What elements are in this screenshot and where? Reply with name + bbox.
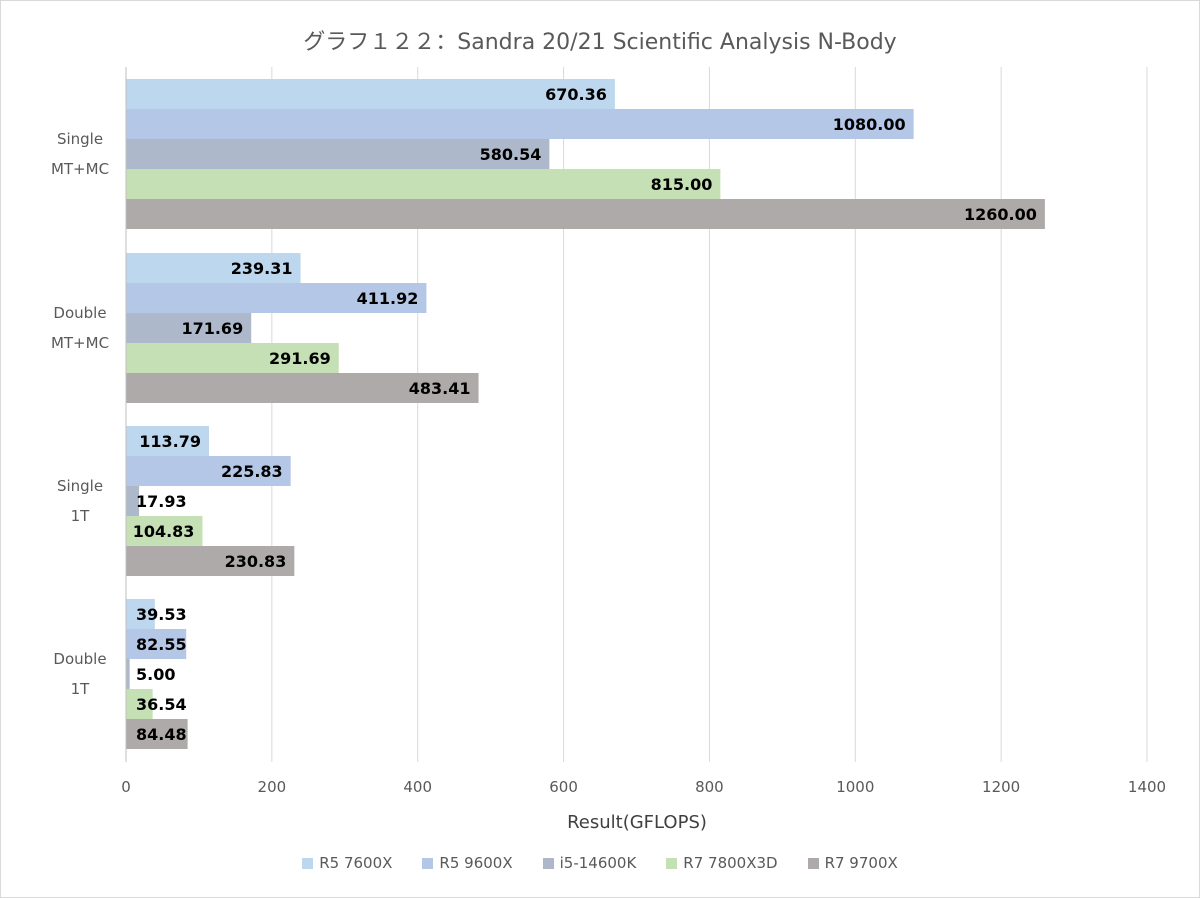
data-label: 39.53 [136,605,187,624]
category-label: Double 1T [53,650,106,698]
x-tick-label: 600 [549,778,578,796]
bar [126,169,721,199]
legend-swatch [666,857,678,869]
data-label: 291.69 [269,349,331,368]
data-label: 82.55 [136,635,187,654]
bar [126,599,155,629]
data-label: 580.54 [480,145,542,164]
x-tick-label: 1400 [1128,778,1166,796]
bar [126,659,130,689]
data-label: 17.93 [136,492,187,511]
data-label: 36.54 [136,695,187,714]
bar [126,343,339,373]
data-label: 5.00 [136,665,175,684]
bar [126,313,252,343]
legend-item: R5 9600X [422,854,513,872]
bar [126,109,914,139]
bar [126,689,153,719]
legend-item: R7 9700X [807,854,898,872]
bar [126,283,427,313]
data-label: 225.83 [221,462,283,481]
x-tick-label: 800 [695,778,724,796]
data-label: 113.79 [139,432,201,451]
legend-label: R5 9600X [439,854,513,872]
bar [126,426,209,456]
data-label: 483.41 [409,379,471,398]
legend-label: i5-14600K [559,854,637,872]
x-tick-label: 200 [258,778,287,796]
legend-item: R7 7800X3D [666,854,778,872]
bar [126,373,479,403]
chart-title: グラフ１２２：Sandra 20/21 Scientific Analysis … [303,30,897,55]
bar [126,629,187,659]
bar [126,253,301,283]
data-label: 84.48 [136,725,187,744]
x-tick-label: 1200 [982,778,1020,796]
bar [126,139,550,169]
legend-swatch [422,857,434,869]
category-label: Single MT+MC [51,130,109,178]
data-label: 815.00 [651,175,713,194]
x-tick-label: 0 [121,778,131,796]
legend-label: R7 9700X [824,854,898,872]
legend: R5 7600X R5 9600X i5-14600K R7 7800X3D R7 97… [0,854,1200,872]
x-tick-label: 400 [403,778,432,796]
bar [126,516,203,546]
data-label: 171.69 [181,319,243,338]
legend-label: R5 7600X [319,854,393,872]
category-label: Single 1T [57,477,103,525]
bar [126,456,291,486]
bar [126,199,1045,229]
data-label: 230.83 [225,552,287,571]
bar [126,79,615,109]
legend-label: R7 7800X3D [683,854,778,872]
bar [126,486,140,516]
category-label: Double MT+MC [51,304,109,352]
data-label: 1260.00 [964,205,1037,224]
data-label: 239.31 [231,259,293,278]
data-label: 1080.00 [833,115,906,134]
legend-swatch [807,857,819,869]
data-label: 104.83 [133,522,195,541]
data-label: 411.92 [357,289,419,308]
legend-item: i5-14600K [542,854,637,872]
data-label: 670.36 [545,85,607,104]
bar [126,546,295,576]
x-axis-title: Result(GFLOPS) [567,812,707,833]
legend-swatch [302,857,314,869]
legend-swatch [542,857,554,869]
legend-item: R5 7600X [302,854,392,872]
bar [126,719,188,749]
x-tick-label: 1000 [836,778,874,796]
